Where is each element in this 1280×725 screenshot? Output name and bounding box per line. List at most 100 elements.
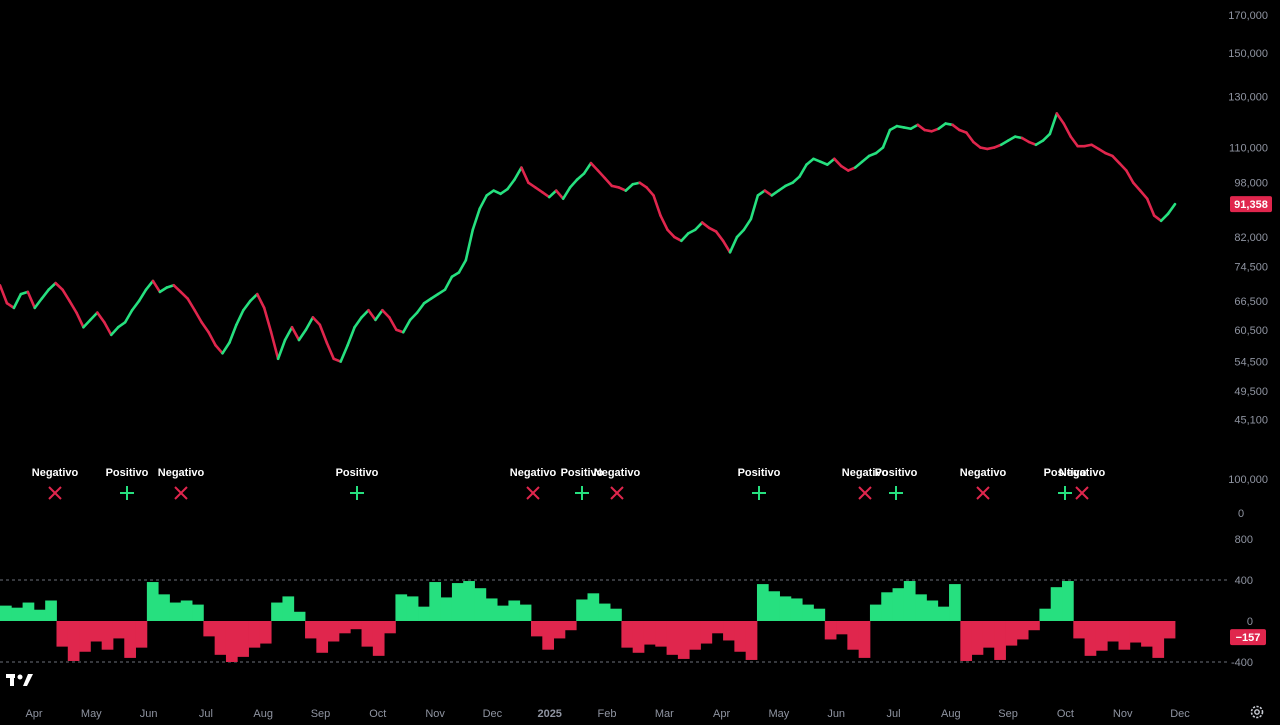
price-segment [1034,139,1045,147]
price-segment [826,157,836,166]
price-tick-label: 45,100 [1234,414,1268,426]
price-segment [853,160,864,169]
price-segment [1097,147,1107,155]
signal-label: Positivo [106,467,149,479]
price-segment [123,308,134,324]
oscillator-bar [463,581,475,621]
oscillator-bar [192,604,204,621]
oscillator-badge-bg [1230,629,1266,646]
time-tick-label: Jul [199,708,213,720]
price-tick-label: 130,000 [1228,92,1268,104]
oscillator-bar [960,621,973,661]
price-segment [346,325,356,347]
price-segment [582,161,593,175]
signal-label: Positivo [561,467,604,479]
oscillator-bar [440,597,453,621]
oscillator-bar [677,621,690,659]
price-segment [151,279,162,294]
price-segment [881,128,892,149]
price-segment [207,330,217,347]
time-tick-label: Oct [1057,708,1074,720]
price-segment [527,181,537,189]
oscillator-bar [971,621,984,655]
price-segment [415,301,426,314]
x-mark-icon [174,486,188,500]
oscillator-bar [847,621,860,650]
signal-label: Positivo [336,467,379,479]
signal-label: Negativo [32,467,79,479]
price-segment [680,232,690,243]
price-segment [770,189,780,197]
price-segment [262,306,273,334]
oscillator-bar [689,621,701,650]
price-segment [214,343,224,355]
oscillator-bar [1163,621,1176,639]
price-segment [1048,112,1059,136]
oscillator-bar [858,621,871,658]
oscillator-bar [621,621,634,648]
oscillator-bar [361,621,374,647]
gear-icon[interactable] [1249,704,1265,720]
signal-label: Positivo [1044,467,1087,479]
price-segment [520,166,530,185]
oscillator-bar [406,596,419,621]
oscillator-bar [1005,621,1018,646]
price-segment [763,189,774,197]
price-segment [457,258,468,274]
oscillator-bar [474,588,487,621]
oscillator-bar [1129,621,1142,643]
price-segment [471,207,482,232]
oscillator-bar [711,621,724,634]
oscillator-bar [237,621,249,657]
price-segment [951,123,961,132]
signal-label: Negativo [158,467,205,479]
time-tick-label: Jul [886,708,900,720]
oscillator-bar [214,621,227,655]
price-segment [116,320,127,329]
oscillator-bar [45,600,57,621]
price-segment [506,178,516,191]
plus-mark-icon [120,486,134,500]
oscillator-bar [158,594,170,621]
plus-mark-icon [752,486,766,500]
oscillator-bar [643,621,656,645]
time-tick-label: Jun [140,708,158,720]
plus-mark-icon [575,486,589,500]
oscillator-bar [67,621,80,661]
oscillator-bar [338,621,351,634]
oscillator-bar [327,621,340,642]
tradingview-logo-icon[interactable] [6,671,34,689]
oscillator-bar [655,621,667,647]
price-tick-label: 110,000 [1229,143,1268,155]
price-segment [429,292,440,300]
oscillator-bar [531,621,543,637]
oscillator-bar [1050,587,1063,621]
time-axis[interactable]: Apr May Jun Jul Aug Sep Oct Nov Dec 2025 Feb Mar Apr… [25,708,1190,720]
last-price-badge-bg [1230,196,1272,213]
price-segment [200,320,210,334]
oscillator-bar [180,600,193,621]
oscillator-bar [384,621,396,634]
signal-tick-label: 100,000 [1228,474,1268,486]
price-segment [1006,135,1017,142]
price-tick-label: 49,500 [1234,386,1268,398]
price-tick-label: 66,500 [1234,296,1268,308]
price-segment [721,239,732,254]
oscillator-bar [1073,621,1086,639]
price-segment [318,323,329,344]
price-segment [659,214,669,232]
price-segment [554,189,565,200]
price-segment [513,166,523,181]
plus-mark-icon [1058,486,1072,500]
price-segment [652,194,662,217]
price-segment [735,228,746,239]
price-segment [311,316,322,327]
oscillator-bar [779,596,792,621]
price-segment [999,139,1010,147]
oscillator-bar [101,621,114,650]
oscillator-bar [259,621,272,644]
price-segment [575,172,586,181]
price-tick-label: 170,000 [1228,10,1268,22]
price-segment [833,157,843,168]
